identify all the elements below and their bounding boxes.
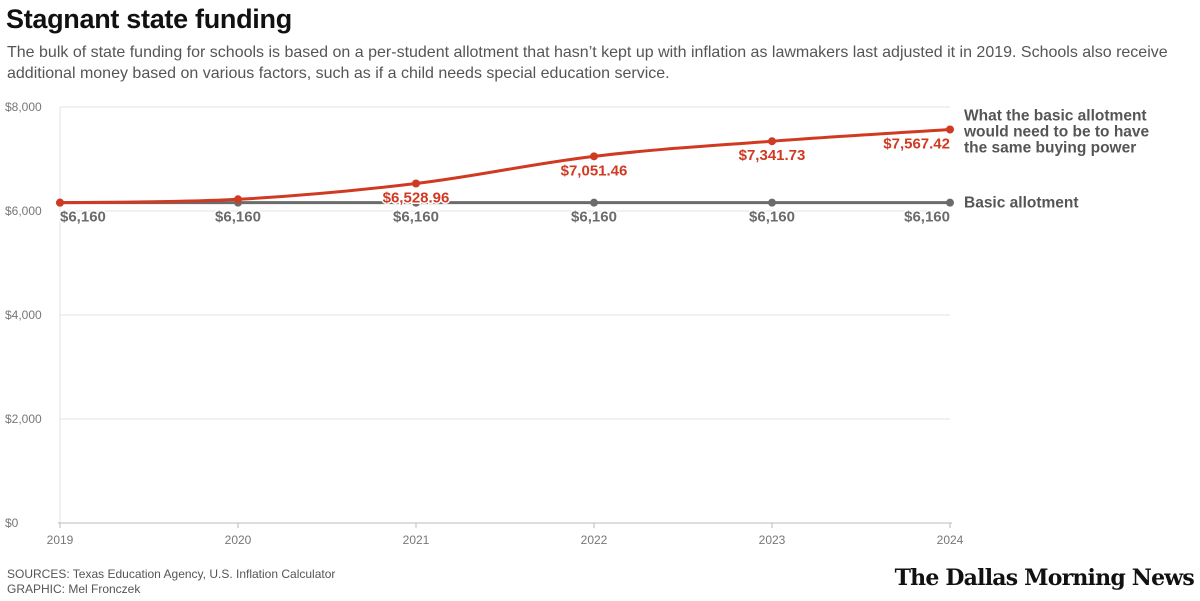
basic-allotment-label: $6,160 xyxy=(904,209,950,226)
buying-power-point xyxy=(412,179,420,188)
publisher-logo: The Dallas Morning News xyxy=(894,565,1195,591)
x-tick-label: 2022 xyxy=(581,533,608,547)
buying-power-point xyxy=(768,137,776,146)
basic-allotment-point xyxy=(946,198,954,207)
basic-allotment-label: $6,160 xyxy=(749,209,795,226)
y-tick-label: $8,000 xyxy=(5,100,42,114)
y-tick-label: $4,000 xyxy=(5,308,42,322)
x-tick-label: 2023 xyxy=(759,533,786,547)
basic-allotment-series-name: Basic allotment xyxy=(964,195,1079,212)
basic-allotment-label: $6,160 xyxy=(215,209,261,226)
buying-power-label: $7,051.46 xyxy=(561,162,628,179)
basic-allotment-point xyxy=(412,198,420,207)
buying-power-series-name: would need to be to have xyxy=(963,123,1150,140)
buying-power-series-name: the same buying power xyxy=(964,139,1136,156)
buying-power-point xyxy=(946,125,954,134)
buying-power-label: $7,567.42 xyxy=(883,135,950,152)
basic-allotment-point xyxy=(768,198,776,207)
basic-allotment-label: $6,160 xyxy=(571,209,617,226)
buying-power-point xyxy=(56,198,64,207)
buying-power-line xyxy=(59,127,951,205)
x-tick-label: 2021 xyxy=(403,533,430,547)
x-tick-label: 2019 xyxy=(47,533,74,547)
basic-allotment-point xyxy=(590,198,598,207)
buying-power-label: $6,528.96 xyxy=(383,189,450,206)
basic-allotment-label: $6,160 xyxy=(60,209,106,226)
chart-title: Stagnant state funding xyxy=(6,4,292,34)
basic-allotment-label: $6,160 xyxy=(393,209,439,226)
y-tick-label: $2,000 xyxy=(5,412,42,426)
buying-power-point xyxy=(590,152,598,161)
chart-subtitle: The bulk of state funding for schools is… xyxy=(7,44,1168,82)
buying-power-point xyxy=(234,195,242,204)
chart-footer: SOURCES: Texas Education Agency, U.S. In… xyxy=(7,567,335,597)
line-chart: $0 $2,000 $4,000 $6,000 $8,000 2019 2020 2021 20… xyxy=(5,100,1150,547)
x-tick-label: 2020 xyxy=(225,533,252,547)
buying-power-series-name: What the basic allotment xyxy=(964,107,1147,124)
y-tick-label: $6,000 xyxy=(5,204,42,218)
graphic-credit: GRAPHIC: Mel Fronczek xyxy=(7,582,141,596)
x-tick-label: 2024 xyxy=(937,533,964,547)
sources-note: SOURCES: Texas Education Agency, U.S. In… xyxy=(7,567,336,581)
y-tick-label: $0 xyxy=(5,516,19,530)
buying-power-label: $7,341.73 xyxy=(739,147,806,164)
